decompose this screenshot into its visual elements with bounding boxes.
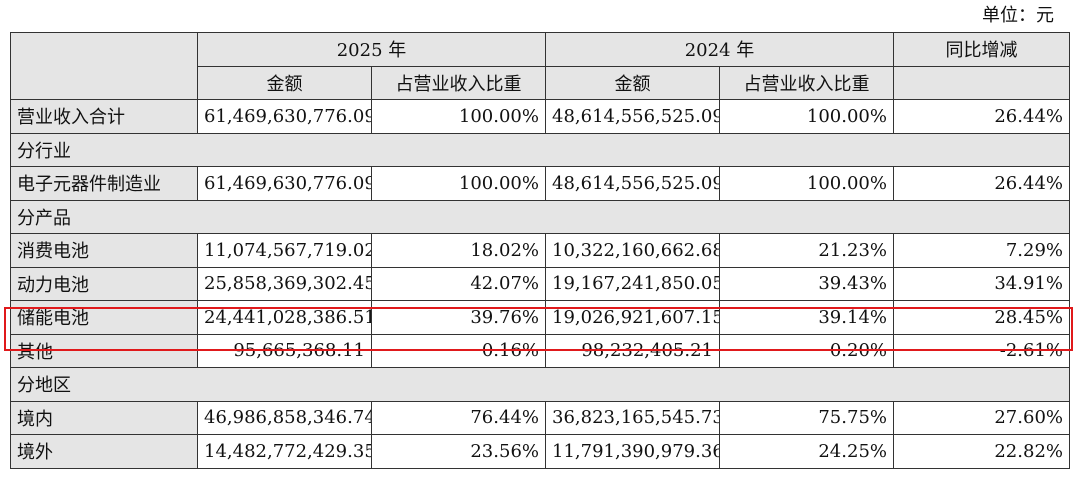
amount-2024-cell: 48,614,556,525.09	[545, 166, 720, 201]
row-label: 储能电池	[10, 300, 198, 335]
row-label: 动力电池	[10, 266, 198, 301]
ratio-2025-cell: 100.00%	[371, 166, 546, 201]
amount-2024-cell: 98,232,405.21	[545, 333, 720, 368]
table-row: 境外 14,482,772,429.35 23.56% 11,791,390,979.…	[10, 434, 1070, 469]
amount-2025-cell: 25,858,369,302.45	[197, 266, 372, 301]
table-row: 消费电池 11,074,567,719.02 18.02% 10,322,160,66…	[10, 233, 1070, 268]
amount-2025-cell: 11,074,567,719.02	[197, 233, 372, 268]
row-label: 消费电池	[10, 233, 198, 268]
row-label: 境内	[10, 400, 198, 435]
amount-2024-cell: 48,614,556,525.09	[545, 99, 720, 134]
yoy-cell: 26.44%	[893, 166, 1070, 201]
yoy-cell: -2.61%	[893, 333, 1070, 368]
row-label: 营业收入合计	[10, 99, 198, 134]
header-amount-2025: 金额	[197, 65, 372, 100]
section-label: 分行业	[10, 132, 1070, 167]
table-row: 电子元器件制造业 61,469,630,776.09 100.00% 48,614,5…	[10, 166, 1070, 201]
ratio-2024-cell: 100.00%	[719, 166, 894, 201]
section-row: 分行业	[10, 132, 1070, 167]
ratio-2024-cell: 39.14%	[719, 300, 894, 335]
ratio-2024-cell: 21.23%	[719, 233, 894, 268]
table-row: 动力电池 25,858,369,302.45 42.07% 19,167,241,85…	[10, 266, 1070, 301]
amount-2025-cell: 95,665,368.11	[197, 333, 372, 368]
amount-2024-cell: 11,791,390,979.36	[545, 434, 720, 469]
yoy-cell: 27.60%	[893, 400, 1070, 435]
amount-2024-cell: 19,167,241,850.05	[545, 266, 720, 301]
ratio-2024-cell: 100.00%	[719, 99, 894, 134]
header-row-metrics: 金额 占营业收入比重 金额 占营业收入比重	[11, 65, 1070, 100]
header-row-years: 2025 年 2024 年 同比增减	[10, 32, 1070, 100]
header-amount-2024: 金额	[545, 65, 720, 100]
row-label: 境外	[10, 434, 198, 469]
table-row: 储能电池 24,441,028,386.51 39.76% 19,026,921,60…	[10, 300, 1070, 335]
section-label: 分地区	[10, 367, 1070, 402]
ratio-2025-cell: 18.02%	[371, 233, 546, 268]
header-2025: 2025 年	[197, 32, 546, 67]
row-label: 电子元器件制造业	[10, 166, 198, 201]
table-row: 境内 46,986,858,346.74 76.44% 36,823,165,545.…	[10, 400, 1070, 435]
section-label: 分产品	[10, 199, 1070, 234]
table-body: 营业收入合计 61,469,630,776.09 100.00% 48,614,556…	[10, 99, 1070, 469]
ratio-2025-cell: 39.76%	[371, 300, 546, 335]
amount-2025-cell: 14,482,772,429.35	[197, 434, 372, 469]
ratio-2024-cell: 24.25%	[719, 434, 894, 469]
unit-label: 单位：元	[982, 5, 1054, 26]
yoy-cell: 22.82%	[893, 434, 1070, 469]
header-corner	[10, 32, 198, 100]
section-row: 分产品	[10, 199, 1070, 234]
yoy-cell: 7.29%	[893, 233, 1070, 268]
ratio-2025-cell: 0.16%	[371, 333, 546, 368]
ratio-2025-cell: 76.44%	[371, 400, 546, 435]
amount-2024-cell: 19,026,921,607.15	[545, 300, 720, 335]
amount-2025-cell: 61,469,630,776.09	[197, 99, 372, 134]
yoy-cell: 28.45%	[893, 300, 1070, 335]
section-row: 分地区	[10, 367, 1070, 402]
header-ratio-2024: 占营业收入比重	[719, 65, 894, 100]
header-2024: 2024 年	[545, 32, 894, 67]
header-yoy-blank	[893, 65, 1070, 100]
ratio-2025-cell: 42.07%	[371, 266, 546, 301]
row-label: 其他	[10, 333, 198, 368]
amount-2025-cell: 24,441,028,386.51	[197, 300, 372, 335]
amount-2025-cell: 46,986,858,346.74	[197, 400, 372, 435]
table-row: 其他 95,665,368.11 0.16% 98,232,405.21 0.20% -2…	[10, 333, 1070, 368]
amount-2025-cell: 61,469,630,776.09	[197, 166, 372, 201]
ratio-2024-cell: 0.20%	[719, 333, 894, 368]
amount-2024-cell: 10,322,160,662.68	[545, 233, 720, 268]
amount-2024-cell: 36,823,165,545.73	[545, 400, 720, 435]
yoy-cell: 26.44%	[893, 99, 1070, 134]
yoy-cell: 34.91%	[893, 266, 1070, 301]
ratio-2024-cell: 39.43%	[719, 266, 894, 301]
ratio-2024-cell: 75.75%	[719, 400, 894, 435]
revenue-table: 2025 年 2024 年 同比增减 金额 占营业收入比重 金额 占营业收入比重…	[10, 32, 1070, 469]
table-row: 营业收入合计 61,469,630,776.09 100.00% 48,614,556…	[10, 99, 1070, 134]
header-ratio-2025: 占营业收入比重	[371, 65, 546, 100]
ratio-2025-cell: 23.56%	[371, 434, 546, 469]
header-yoy: 同比增减	[893, 32, 1070, 67]
ratio-2025-cell: 100.00%	[371, 99, 546, 134]
